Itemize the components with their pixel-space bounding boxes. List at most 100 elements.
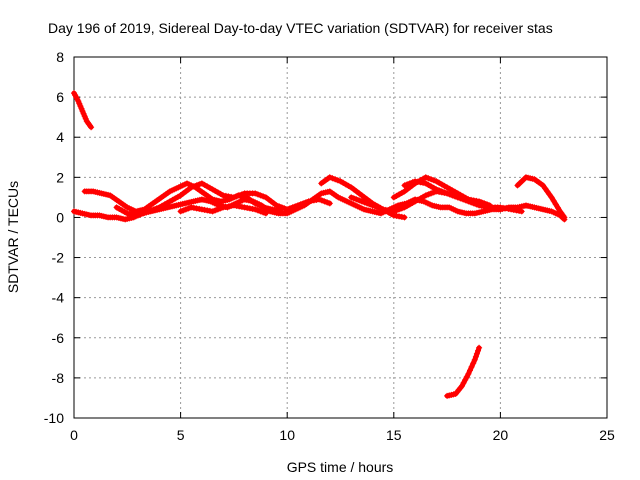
- data-point: [436, 187, 443, 194]
- data-point: [252, 190, 259, 197]
- series-sat-b: [81, 180, 284, 215]
- data-point: [401, 214, 408, 221]
- data-point: [552, 201, 559, 208]
- data-point: [372, 203, 379, 210]
- data-point: [332, 176, 339, 183]
- y-axis-label: SDTVAR / TECUs: [5, 181, 21, 293]
- data-point: [196, 181, 203, 188]
- data-point: [190, 183, 197, 190]
- data-point: [252, 206, 259, 213]
- series-sat-k: [444, 344, 483, 399]
- data-point: [143, 209, 149, 216]
- data-point: [548, 194, 555, 201]
- data-point: [334, 177, 341, 184]
- data-point: [465, 196, 472, 203]
- data-point: [140, 210, 147, 217]
- data-point: [281, 205, 288, 212]
- data-point: [289, 204, 296, 211]
- data-point: [212, 207, 219, 214]
- data-point: [475, 347, 481, 354]
- data-point: [364, 200, 371, 207]
- data-point: [473, 199, 480, 206]
- data-point: [284, 206, 291, 213]
- data-point: [185, 205, 192, 212]
- data-point: [438, 188, 445, 195]
- data-point: [467, 367, 473, 374]
- series-line: [444, 345, 482, 399]
- x-axis-label: GPS time / hours: [287, 459, 394, 475]
- data-point: [374, 204, 381, 211]
- chart-title: Day 196 of 2019, Sidereal Day-to-day VTE…: [48, 20, 553, 36]
- y-tick-label: -6: [52, 330, 65, 346]
- data-point: [262, 210, 269, 217]
- data-point: [137, 211, 144, 218]
- data-point: [254, 191, 261, 198]
- data-point: [518, 208, 525, 215]
- data-point: [471, 356, 478, 363]
- data-point: [257, 208, 264, 215]
- data-point: [401, 182, 408, 189]
- data-point: [468, 363, 475, 370]
- data-point: [145, 208, 152, 215]
- y-tick-label: 6: [56, 89, 64, 105]
- data-point: [238, 191, 245, 198]
- data-point: [484, 203, 491, 210]
- data-point: [321, 198, 328, 205]
- data-point: [150, 206, 157, 213]
- y-tick-label: -4: [52, 290, 65, 306]
- series-sat-d: [177, 202, 269, 217]
- x-tick-label: 20: [493, 427, 509, 443]
- data-point: [276, 203, 283, 210]
- y-tick-label: 0: [56, 209, 64, 225]
- data-point: [428, 190, 435, 197]
- x-tick-label: 0: [70, 427, 78, 443]
- data-point: [230, 194, 237, 201]
- data-point: [260, 209, 267, 216]
- grid-lines: [74, 57, 607, 418]
- data-point: [297, 201, 304, 208]
- data-point: [300, 200, 307, 207]
- data-point: [88, 124, 95, 131]
- data-point: [369, 202, 376, 209]
- x-tick-labels: 0 5 10 15 20 25: [70, 427, 615, 443]
- data-point: [326, 200, 333, 207]
- data-point: [214, 206, 221, 213]
- data-point: [316, 196, 323, 203]
- data-point: [470, 360, 477, 367]
- series-sat-i: [514, 174, 568, 221]
- data-point: [260, 193, 267, 200]
- x-tick-label: 5: [177, 427, 185, 443]
- data-point: [257, 192, 264, 199]
- data-point: [430, 177, 437, 184]
- data-point: [135, 212, 141, 219]
- data-point: [356, 197, 363, 204]
- data-point: [398, 205, 405, 212]
- data-point: [209, 208, 216, 215]
- data-point: [555, 204, 561, 211]
- data-point: [425, 175, 432, 182]
- data-point: [366, 201, 373, 208]
- data-point: [473, 350, 480, 357]
- data-point: [422, 174, 429, 181]
- data-point: [153, 205, 160, 212]
- data-point: [236, 192, 243, 199]
- data-point: [550, 197, 557, 204]
- axis-ticks: [73, 56, 608, 419]
- data-point: [476, 200, 483, 207]
- data-point: [294, 202, 301, 209]
- data-point: [446, 191, 453, 198]
- data-point: [468, 197, 475, 204]
- data-point: [180, 207, 187, 214]
- data-point: [302, 199, 309, 206]
- y-tick-label: -10: [44, 410, 64, 426]
- data-point: [428, 176, 435, 183]
- series-sat-j: [71, 90, 95, 131]
- series-sat-c: [113, 180, 333, 219]
- data-point: [79, 108, 86, 115]
- data-point: [465, 370, 472, 377]
- y-tick-label: -8: [52, 370, 65, 386]
- data-point: [348, 194, 355, 201]
- data-point: [561, 214, 568, 221]
- data-point: [396, 206, 403, 213]
